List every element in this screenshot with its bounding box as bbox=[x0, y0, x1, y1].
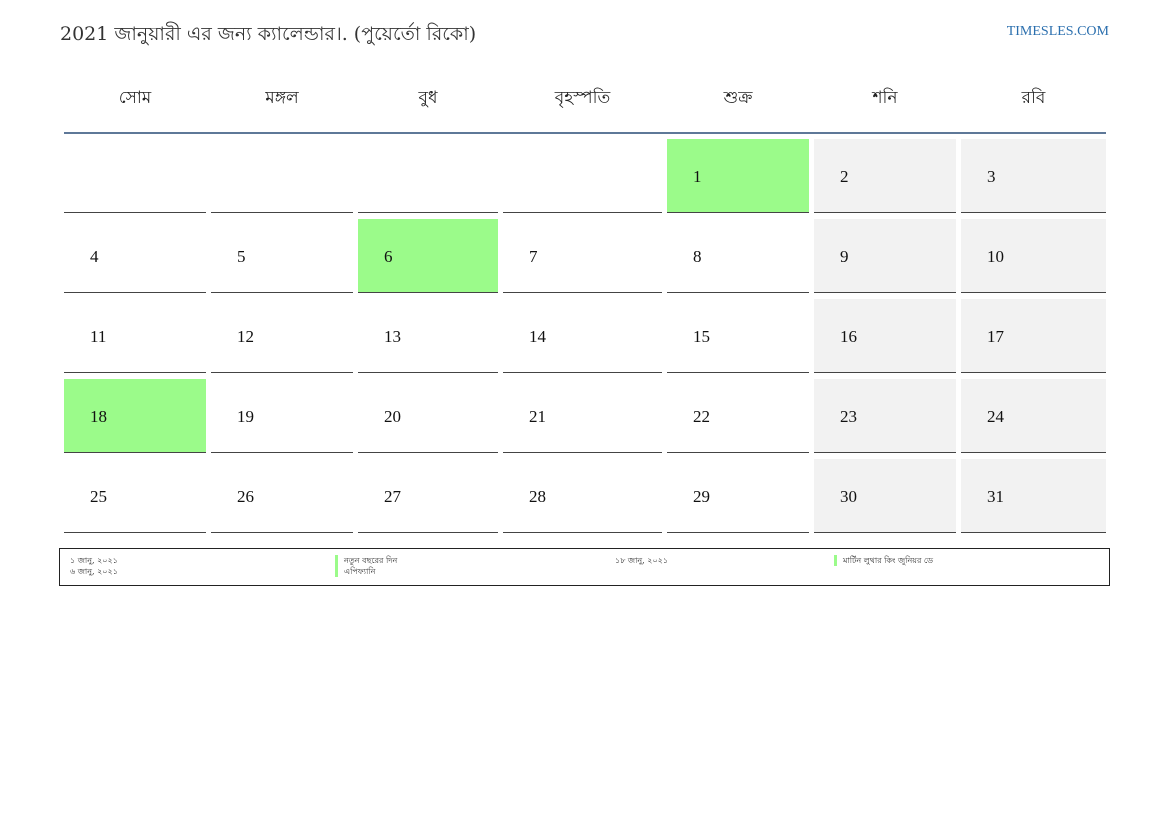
day-cell[interactable]: 26 bbox=[211, 459, 353, 533]
day-number: 26 bbox=[237, 487, 254, 506]
day-cell[interactable]: 21 bbox=[503, 379, 662, 453]
day-cell[interactable]: 29 bbox=[667, 459, 809, 533]
day-cell[interactable]: 15 bbox=[667, 299, 809, 373]
day-number: 21 bbox=[529, 407, 546, 426]
day-cell[interactable]: 24 bbox=[961, 379, 1106, 453]
day-cell[interactable]: 3 bbox=[961, 139, 1106, 213]
page-title: 2021 জানুয়ারী এর জন্য ক্যালেন্ডার।. (পু… bbox=[60, 23, 477, 45]
weekday-sun: রবি bbox=[1021, 88, 1046, 108]
legend-date: ৬ জানু, ২০২১ bbox=[70, 567, 118, 576]
holiday-legend: ১ জানু, ২০২১ ৬ জানু, ২০২১ নতুন বছরের দিন… bbox=[59, 548, 1110, 586]
day-number: 18 bbox=[90, 407, 107, 426]
day-number: 20 bbox=[384, 407, 401, 426]
day-number: 13 bbox=[384, 327, 401, 346]
empty-day-cell bbox=[503, 139, 662, 213]
day-cell[interactable]: 13 bbox=[358, 299, 498, 373]
day-cell[interactable]: 28 bbox=[503, 459, 662, 533]
day-number: 27 bbox=[384, 487, 401, 506]
day-number: 16 bbox=[840, 327, 857, 346]
weekday-tue: মঙ্গল bbox=[265, 88, 299, 108]
legend-holiday-name: নতুন বছরের দিন bbox=[335, 555, 397, 566]
day-cell[interactable]: 8 bbox=[667, 219, 809, 293]
day-number: 4 bbox=[90, 247, 99, 266]
day-number: 19 bbox=[237, 407, 254, 426]
empty-day-cell bbox=[64, 139, 206, 213]
day-cell[interactable]: 14 bbox=[503, 299, 662, 373]
day-number: 3 bbox=[987, 167, 996, 186]
day-cell[interactable]: 22 bbox=[667, 379, 809, 453]
day-number: 8 bbox=[693, 247, 702, 266]
legend-date: ১৮ জানু, ২০২১ bbox=[615, 556, 669, 565]
day-cell[interactable]: 31 bbox=[961, 459, 1106, 533]
day-number: 10 bbox=[987, 247, 1004, 266]
day-cell[interactable]: 18 bbox=[64, 379, 206, 453]
day-cell[interactable]: 7 bbox=[503, 219, 662, 293]
day-cell[interactable]: 20 bbox=[358, 379, 498, 453]
day-cell[interactable]: 23 bbox=[814, 379, 956, 453]
legend-holiday-name: মার্টিন লুথার কিং জুনিয়র ডে bbox=[834, 555, 933, 566]
day-number: 30 bbox=[840, 487, 857, 506]
day-number: 23 bbox=[840, 407, 857, 426]
weekday-sat: শনি bbox=[872, 88, 898, 108]
empty-day-cell bbox=[358, 139, 498, 213]
day-number: 12 bbox=[237, 327, 254, 346]
legend-holiday-name: এপিফ্যানি bbox=[335, 566, 375, 577]
day-number: 1 bbox=[693, 167, 702, 186]
day-cell[interactable]: 6 bbox=[358, 219, 498, 293]
day-number: 9 bbox=[840, 247, 849, 266]
day-number: 2 bbox=[840, 167, 849, 186]
day-number: 22 bbox=[693, 407, 710, 426]
day-cell[interactable]: 25 bbox=[64, 459, 206, 533]
day-number: 25 bbox=[90, 487, 107, 506]
day-cell[interactable]: 19 bbox=[211, 379, 353, 453]
day-number: 24 bbox=[987, 407, 1004, 426]
weekday-thu: বৃহস্পতি bbox=[554, 88, 611, 108]
day-cell[interactable]: 9 bbox=[814, 219, 956, 293]
day-number: 31 bbox=[987, 487, 1004, 506]
day-number: 5 bbox=[237, 247, 246, 266]
day-number: 29 bbox=[693, 487, 710, 506]
day-number: 6 bbox=[384, 247, 393, 266]
site-link[interactable]: TIMESLES.COM bbox=[1006, 24, 1109, 39]
weekday-mon: সোম bbox=[118, 88, 152, 108]
weekday-header: সোম মঙ্গল বুধ বৃহস্পতি শুক্র শনি রবি bbox=[64, 72, 1106, 134]
day-number: 28 bbox=[529, 487, 546, 506]
empty-day-cell bbox=[211, 139, 353, 213]
day-cell[interactable]: 2 bbox=[814, 139, 956, 213]
day-number: 11 bbox=[90, 327, 107, 346]
day-cell[interactable]: 12 bbox=[211, 299, 353, 373]
day-number: 17 bbox=[987, 327, 1004, 346]
day-cell[interactable]: 10 bbox=[961, 219, 1106, 293]
day-cell[interactable]: 11 bbox=[64, 299, 206, 373]
day-cell[interactable]: 17 bbox=[961, 299, 1106, 373]
weekday-wed: বুধ bbox=[418, 88, 438, 108]
weekday-fri: শুক্র bbox=[723, 88, 753, 108]
day-cell[interactable]: 5 bbox=[211, 219, 353, 293]
day-number: 14 bbox=[529, 327, 546, 346]
day-cell[interactable]: 16 bbox=[814, 299, 956, 373]
day-number: 15 bbox=[693, 327, 710, 346]
day-cell[interactable]: 27 bbox=[358, 459, 498, 533]
day-cell[interactable]: 4 bbox=[64, 219, 206, 293]
day-number: 7 bbox=[529, 247, 538, 266]
day-cell[interactable]: 30 bbox=[814, 459, 956, 533]
legend-date: ১ জানু, ২০২১ bbox=[70, 556, 118, 565]
day-cell[interactable]: 1 bbox=[667, 139, 809, 213]
